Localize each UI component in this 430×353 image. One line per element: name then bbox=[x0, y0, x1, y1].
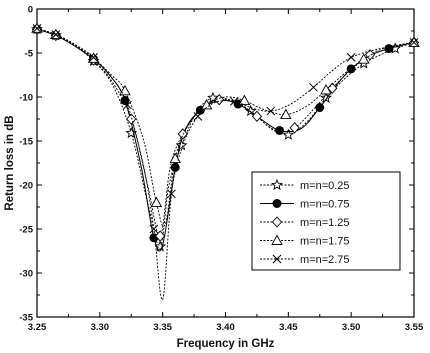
x-tick-label: 3.25 bbox=[28, 322, 47, 333]
series-m-n-2-75 bbox=[32, 24, 419, 300]
data-point bbox=[315, 103, 325, 113]
legend-label: m=n=0.25 bbox=[300, 180, 350, 192]
data-point bbox=[282, 128, 295, 140]
y-tick-label: -30 bbox=[19, 269, 33, 280]
data-point bbox=[154, 240, 167, 252]
y-tick-label: -5 bbox=[25, 49, 34, 60]
legend-label: m=n=1.75 bbox=[300, 236, 350, 248]
legend-label: m=n=2.75 bbox=[300, 254, 350, 266]
x-axis-title: Frequency in GHz bbox=[177, 338, 275, 350]
data-point bbox=[327, 82, 338, 94]
data-point bbox=[126, 113, 137, 125]
data-point bbox=[214, 93, 225, 106]
legend-marker bbox=[272, 199, 282, 208]
data-point bbox=[266, 106, 276, 116]
legend-marker bbox=[272, 254, 282, 264]
legend-label: m=n=0.75 bbox=[300, 199, 350, 211]
data-point bbox=[149, 224, 159, 234]
data-point bbox=[364, 49, 376, 61]
series-line bbox=[36, 28, 415, 237]
legend-marker bbox=[271, 234, 283, 245]
data-point bbox=[89, 53, 98, 62]
legend-label: m=n=1.25 bbox=[300, 217, 350, 229]
data-point bbox=[155, 230, 166, 242]
x-tick-label: 3.45 bbox=[279, 322, 298, 333]
x-tick-label: 3.50 bbox=[342, 322, 361, 333]
data-point bbox=[32, 24, 42, 33]
legend-marker bbox=[271, 178, 283, 191]
data-point bbox=[346, 53, 356, 62]
data-point bbox=[238, 94, 251, 105]
data-point bbox=[229, 97, 239, 106]
data-point bbox=[280, 108, 292, 120]
series-m-n-1-75 bbox=[31, 22, 420, 227]
y-tick-label: -35 bbox=[19, 313, 33, 324]
data-point bbox=[193, 112, 203, 121]
y-tick-label: -20 bbox=[19, 181, 33, 192]
data-point bbox=[51, 30, 61, 39]
x-tick-label: 3.35 bbox=[153, 322, 172, 333]
y-tick-label: 0 bbox=[28, 5, 33, 16]
legend-marker bbox=[271, 216, 283, 228]
legend: m=n=0.25 m=n=0.75 m=n=1.25 m=n=1.75 m=n=2.75 bbox=[251, 171, 401, 271]
legend-entry: m=n=0.75 bbox=[260, 199, 350, 211]
data-point bbox=[409, 38, 419, 47]
y-tick-label: -10 bbox=[19, 93, 33, 104]
data-point bbox=[320, 84, 332, 95]
data-point bbox=[167, 189, 176, 199]
data-point bbox=[200, 98, 213, 110]
y-axis-title: Return loss in dB bbox=[4, 115, 16, 210]
data-point bbox=[309, 82, 318, 92]
axis-ticks: 3.25 3.30 3.35 3.40 3.45 3.50 3.55 0 -5 -10 -15 -20… bbox=[19, 5, 424, 334]
data-point bbox=[346, 64, 356, 74]
data-point bbox=[289, 122, 300, 134]
data-point bbox=[357, 53, 370, 64]
data-point bbox=[123, 100, 132, 110]
data-point bbox=[207, 91, 219, 103]
data-point bbox=[169, 152, 181, 164]
legend-entry: m=n=2.75 bbox=[260, 254, 350, 266]
data-point bbox=[275, 125, 285, 135]
x-tick-label: 3.30 bbox=[91, 322, 110, 333]
legend-entry: m=n=0.25 bbox=[260, 178, 350, 192]
data-point bbox=[150, 196, 163, 208]
legend-entry: m=n=1.75 bbox=[260, 234, 350, 248]
x-tick-label: 3.55 bbox=[405, 322, 424, 333]
series-layer bbox=[31, 22, 420, 300]
data-point bbox=[119, 84, 131, 96]
y-tick-label: -25 bbox=[19, 225, 33, 236]
data-point bbox=[251, 110, 263, 123]
series-line bbox=[36, 27, 415, 300]
legend-entry: m=n=1.25 bbox=[260, 216, 350, 229]
y-tick-label: -15 bbox=[19, 137, 33, 148]
x-tick-label: 3.40 bbox=[216, 322, 235, 333]
